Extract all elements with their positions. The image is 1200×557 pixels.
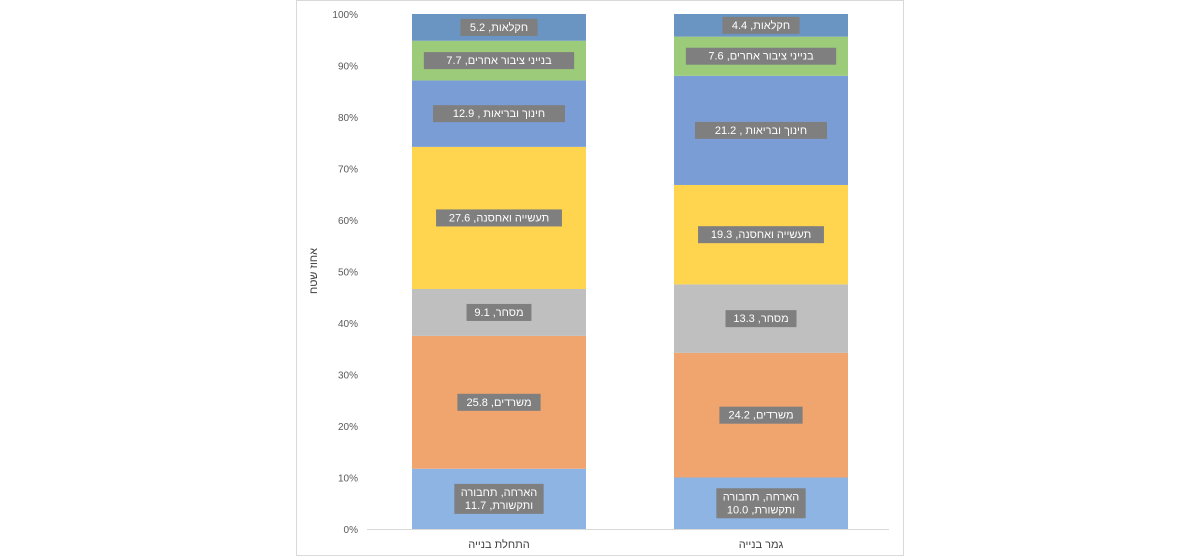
data-label: מסחר, 9.1 [474, 307, 523, 319]
data-label-box [695, 121, 827, 139]
y-tick-label: 60% [338, 216, 358, 227]
data-label-box [722, 16, 800, 34]
x-category-label: התחלת בנייה [468, 538, 529, 551]
data-label: תעשייה ואחסנה, 19.3 [711, 229, 811, 241]
data-label-box [460, 18, 538, 36]
y-tick-label: 100% [332, 10, 358, 21]
y-tick-label: 0% [344, 525, 359, 536]
data-label: תעשייה ואחסנה, 27.6 [449, 212, 549, 224]
data-label-box [457, 393, 541, 411]
y-axis-title: אחוז שטח [308, 248, 320, 294]
x-category-label: גמר בנייה [739, 539, 784, 551]
y-tick-label: 50% [338, 268, 358, 279]
stacked-bar-chart: 0% 10% 20% 30% 40% 50% 60% 70% 80% 90% 100% הארחה,… [308, 10, 889, 551]
y-axis: 0% 10% 20% 30% 40% 50% 60% 70% 80% 90% 100% [332, 10, 358, 536]
y-tick-label: 80% [338, 113, 358, 124]
data-label: מסחר, 13.3 [733, 313, 788, 325]
data-label-box [466, 303, 532, 321]
y-tick-label: 30% [338, 371, 358, 382]
data-label: ותקשורת, 11.7 [465, 500, 533, 512]
data-label-box [685, 47, 837, 65]
data-label: בנייני ציבור אחרים, 7.6 [708, 51, 814, 63]
y-tick-label: 40% [338, 319, 358, 330]
data-label-box [454, 483, 544, 514]
data-label: ותקשורת, 10.0 [727, 504, 795, 516]
data-label-box [423, 52, 575, 70]
data-label-box [436, 209, 562, 227]
data-label-box [725, 310, 797, 328]
data-label: הארחה, תחבורה [461, 487, 538, 499]
data-label: משרדים, 24.2 [728, 410, 793, 422]
data-label-box [719, 406, 803, 424]
data-label: חקלאות, 4.4 [732, 19, 790, 32]
chart-frame: 0% 10% 20% 30% 40% 50% 60% 70% 80% 90% 100% הארחה,… [296, 0, 904, 556]
x-axis: התחלת בנייה גמר בנייה [367, 529, 889, 551]
data-label: חינוך ובריאות , 21.2 [715, 125, 807, 137]
data-label: הארחה, תחבורה [723, 491, 800, 503]
data-label: חינוך ובריאות , 12.9 [453, 108, 545, 120]
data-label-box [433, 105, 565, 123]
data-label-box [716, 488, 806, 519]
y-tick-label: 70% [338, 165, 358, 176]
bars [412, 14, 848, 529]
data-label: משרדים, 25.8 [466, 397, 531, 409]
data-label-box [698, 226, 824, 244]
y-tick-label: 20% [338, 422, 358, 433]
y-tick-label: 10% [338, 474, 358, 485]
data-label: חקלאות, 5.2 [470, 21, 528, 34]
data-label: בנייני ציבור אחרים, 7.7 [446, 55, 552, 67]
y-tick-label: 90% [338, 62, 358, 73]
